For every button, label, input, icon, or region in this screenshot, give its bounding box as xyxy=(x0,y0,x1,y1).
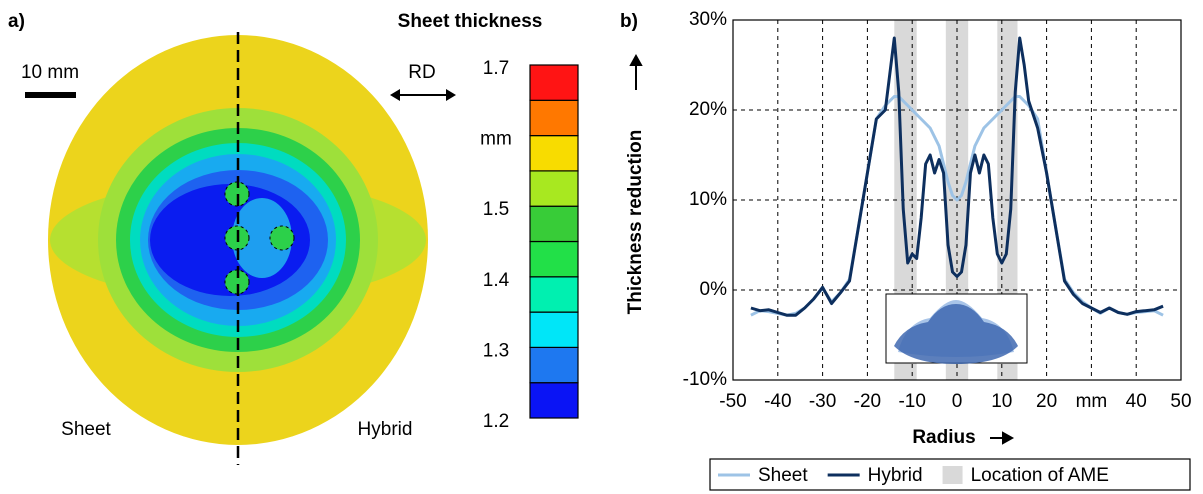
x-tick-label: 10 xyxy=(991,391,1012,412)
colorbar-tick-label: 1.5 xyxy=(483,199,509,220)
x-tick-label: 0 xyxy=(952,391,963,412)
scale-label: 10 mm xyxy=(21,62,79,83)
x-axis-title: Radius xyxy=(912,427,975,448)
legend-swatch xyxy=(943,466,963,484)
color-bin xyxy=(530,100,578,135)
x-tick-label: -30 xyxy=(809,391,836,412)
figure: a) Sheet thickness 10 mm RD Sheet Hybrid… xyxy=(0,0,1203,494)
y-tick-label: 10% xyxy=(689,189,727,210)
side-label: Sheet xyxy=(61,419,111,440)
color-bin xyxy=(530,347,578,382)
side-label: Hybrid xyxy=(358,419,413,440)
ame-spot xyxy=(270,226,294,250)
axis-arrow xyxy=(990,433,1012,443)
colorbar-title: Sheet thickness xyxy=(398,11,543,32)
color-bin xyxy=(530,136,578,171)
legend-label: Location of AME xyxy=(971,465,1109,486)
colorbar-tick-label: 1.4 xyxy=(483,270,510,291)
color-bin xyxy=(530,312,578,347)
color-bin xyxy=(530,277,578,312)
panel-label: b) xyxy=(620,11,638,32)
color-bin xyxy=(530,206,578,241)
y-tick-label: 20% xyxy=(689,99,727,120)
x-tick-label: -50 xyxy=(719,391,746,412)
color-bin xyxy=(530,242,578,277)
thickness-map xyxy=(25,32,456,465)
y-tick-label: 0% xyxy=(700,279,728,300)
x-tick-label: 20 xyxy=(1036,391,1057,412)
x-tick-label: -10 xyxy=(898,391,925,412)
x-tick-label: -40 xyxy=(764,391,791,412)
colorbar-tick-label: 1.3 xyxy=(483,340,509,361)
colorbar: 1.2 1.3 1.4 1.5 mm 1.7 xyxy=(480,58,578,432)
y-tick-label: -10% xyxy=(683,369,727,390)
color-bin xyxy=(530,383,578,418)
panel-label: a) xyxy=(8,11,25,32)
legend-label: Sheet xyxy=(758,465,808,486)
legend-label: Hybrid xyxy=(868,465,923,486)
colorbar-tick-label: 1.7 xyxy=(483,58,509,79)
x-tick-label: -20 xyxy=(854,391,881,412)
line-chart: -10% 0% 10% 20% 30% -50 -40 -30 -20 -10 0 10 20 mm 40 5… xyxy=(683,9,1192,412)
legend: Sheet Hybrid Location of AME xyxy=(710,459,1190,490)
color-bin xyxy=(530,171,578,206)
x-tick-label: 40 xyxy=(1126,391,1147,412)
y-axis-title: Thickness reduction xyxy=(625,130,646,315)
axis-arrow xyxy=(631,56,641,90)
x-tick-label: mm xyxy=(1076,391,1108,412)
x-tick-label: 50 xyxy=(1170,391,1191,412)
colorbar-tick-label: mm xyxy=(480,129,512,150)
direction-label: RD xyxy=(408,62,435,83)
colorbar-tick-label: 1.2 xyxy=(483,411,509,432)
y-tick-label: 30% xyxy=(689,9,727,30)
color-bin xyxy=(530,65,578,100)
